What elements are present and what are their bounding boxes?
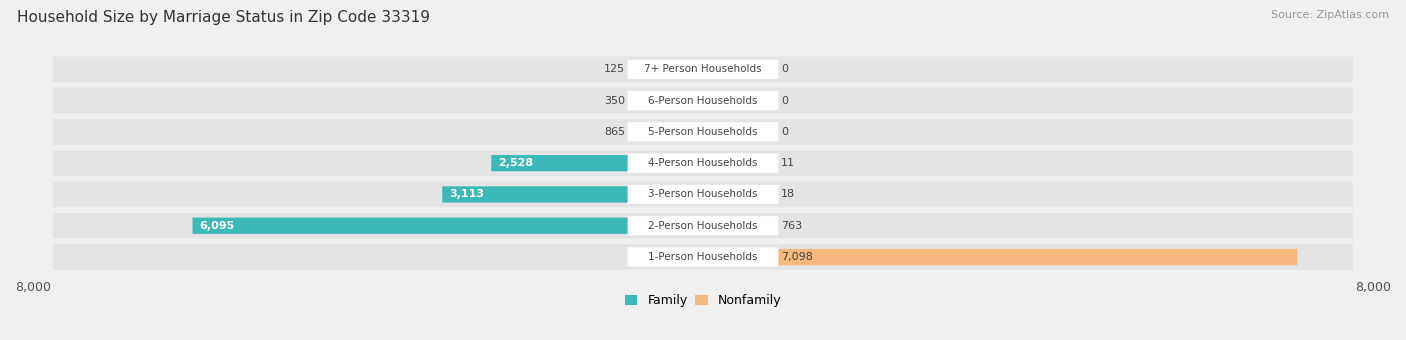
FancyBboxPatch shape xyxy=(627,154,779,173)
Text: 0: 0 xyxy=(780,96,787,106)
FancyBboxPatch shape xyxy=(193,218,703,234)
Text: 125: 125 xyxy=(605,64,626,74)
FancyBboxPatch shape xyxy=(627,248,779,267)
Text: Household Size by Marriage Status in Zip Code 33319: Household Size by Marriage Status in Zip… xyxy=(17,10,430,25)
Text: 7,098: 7,098 xyxy=(780,252,813,262)
FancyBboxPatch shape xyxy=(673,92,703,109)
Legend: Family, Nonfamily: Family, Nonfamily xyxy=(620,289,786,312)
FancyBboxPatch shape xyxy=(630,124,703,140)
Text: 5-Person Households: 5-Person Households xyxy=(648,127,758,137)
Text: 2-Person Households: 2-Person Households xyxy=(648,221,758,231)
FancyBboxPatch shape xyxy=(703,218,766,234)
Text: 0: 0 xyxy=(780,127,787,137)
FancyBboxPatch shape xyxy=(703,61,716,78)
FancyBboxPatch shape xyxy=(693,61,703,78)
FancyBboxPatch shape xyxy=(627,216,779,235)
Text: 11: 11 xyxy=(780,158,794,168)
Text: 2,528: 2,528 xyxy=(498,158,533,168)
FancyBboxPatch shape xyxy=(703,249,1298,265)
Text: 1-Person Households: 1-Person Households xyxy=(648,252,758,262)
FancyBboxPatch shape xyxy=(703,92,716,109)
Text: 3-Person Households: 3-Person Households xyxy=(648,189,758,200)
FancyBboxPatch shape xyxy=(443,186,703,203)
FancyBboxPatch shape xyxy=(627,122,779,141)
Text: 350: 350 xyxy=(605,96,626,106)
FancyBboxPatch shape xyxy=(53,119,1353,145)
FancyBboxPatch shape xyxy=(627,185,779,204)
FancyBboxPatch shape xyxy=(53,88,1353,114)
Text: 0: 0 xyxy=(780,64,787,74)
Text: 865: 865 xyxy=(605,127,626,137)
FancyBboxPatch shape xyxy=(491,155,703,171)
FancyBboxPatch shape xyxy=(53,56,1353,82)
Text: 4-Person Households: 4-Person Households xyxy=(648,158,758,168)
FancyBboxPatch shape xyxy=(627,60,779,79)
Text: 6,095: 6,095 xyxy=(200,221,235,231)
FancyBboxPatch shape xyxy=(53,213,1353,239)
Text: 3,113: 3,113 xyxy=(449,189,484,200)
FancyBboxPatch shape xyxy=(703,124,716,140)
Text: Source: ZipAtlas.com: Source: ZipAtlas.com xyxy=(1271,10,1389,20)
FancyBboxPatch shape xyxy=(627,91,779,110)
Text: 18: 18 xyxy=(780,189,794,200)
FancyBboxPatch shape xyxy=(53,182,1353,207)
Text: 6-Person Households: 6-Person Households xyxy=(648,96,758,106)
FancyBboxPatch shape xyxy=(53,244,1353,270)
Text: 763: 763 xyxy=(780,221,801,231)
FancyBboxPatch shape xyxy=(703,186,704,203)
FancyBboxPatch shape xyxy=(53,150,1353,176)
Text: 7+ Person Households: 7+ Person Households xyxy=(644,64,762,74)
